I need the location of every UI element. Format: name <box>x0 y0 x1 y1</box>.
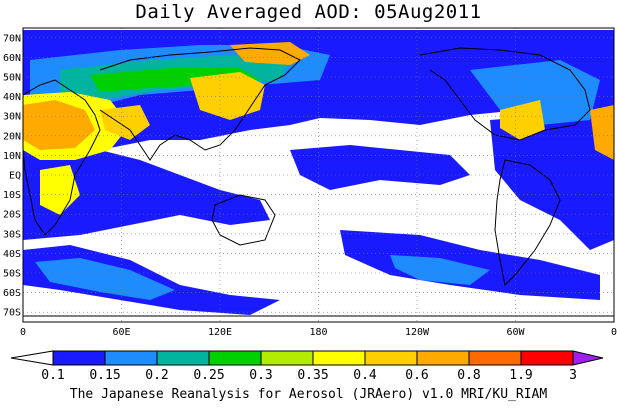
colorbar-arrow-low <box>10 350 54 366</box>
lon-label: 180 <box>309 327 327 338</box>
aod-field <box>23 30 614 315</box>
colorbar-label: 0.2 <box>145 368 168 383</box>
colorbar-swatch <box>312 350 366 366</box>
colorbar-swatch <box>520 350 574 366</box>
lon-label: 60E <box>112 327 130 338</box>
aod-orange-sahara <box>23 100 95 150</box>
coast-north-america <box>419 47 591 141</box>
coast-europe-africa <box>23 79 101 236</box>
colorbar-label: 0.1 <box>41 368 64 383</box>
lat-label: 60N <box>3 53 21 64</box>
coast-south-america <box>494 159 561 287</box>
colorbar-label: 0.35 <box>297 368 328 383</box>
colorbar-label: 0.4 <box>353 368 377 383</box>
lon-label: 120W <box>405 327 430 338</box>
lat-label: 20N <box>3 131 21 142</box>
colorbar-label: 1.9 <box>509 368 532 383</box>
colorbar-label: 0.8 <box>457 368 480 383</box>
colorbar-arrow-high <box>572 350 604 366</box>
colorbar-swatch <box>208 350 262 366</box>
aod-blue-tropics <box>23 150 270 240</box>
lat-label: 70S <box>3 308 21 319</box>
colorbar-swatch <box>260 350 314 366</box>
lat-label: 40S <box>3 249 21 260</box>
map-frame <box>22 27 615 323</box>
colorbar-labels: 0.1 0.15 0.2 0.25 0.3 0.35 0.4 0.6 0.8 1.9 3 <box>41 368 577 383</box>
aod-blue-pacific-patch <box>290 145 470 190</box>
lat-label: 30N <box>3 112 21 123</box>
credit-line: The Japanese Reanalysis for Aerosol (JRA… <box>69 387 548 402</box>
latitude-labels: 70N 60N 50N 40N 30N 20N 10N EQ 10S 20S 30S 40S 50S 60… <box>3 33 21 318</box>
lon-label: 120E <box>208 327 232 338</box>
lat-label: 20S <box>3 210 21 221</box>
lat-label: 50S <box>3 269 21 280</box>
colorbar <box>10 350 604 366</box>
colorbar-label: 0.6 <box>405 368 428 383</box>
colorbar-swatch <box>364 350 418 366</box>
aod-blue-atlantic <box>490 110 614 250</box>
longitude-labels: 0 60E 120E 180 120W 60W 0 <box>20 327 617 338</box>
colorbar-label: 0.3 <box>249 368 272 383</box>
aod-orange-atlantic <box>590 105 614 160</box>
colorbar-label: 0.25 <box>193 368 224 383</box>
colorbar-swatch <box>104 350 158 366</box>
aod-yellow-eastasia <box>190 72 265 120</box>
coast-asia <box>99 47 301 161</box>
colorbar-label: 0.15 <box>89 368 120 383</box>
coast-australia <box>211 194 276 246</box>
aod-lightblue-namerica <box>470 60 600 125</box>
aod-lightblue-spacific <box>390 255 490 285</box>
aod-green-asia <box>90 68 260 92</box>
colorbar-label: 3 <box>569 368 577 383</box>
colorbar-swatch <box>156 350 210 366</box>
lat-label: 60S <box>3 288 21 299</box>
gridlines <box>23 28 614 322</box>
aod-blue-south-pacific <box>340 230 600 300</box>
aod-yellow-india <box>100 105 150 140</box>
lat-label: 50N <box>3 73 21 84</box>
colorbar-swatch <box>416 350 470 366</box>
lat-label: 40N <box>3 92 21 103</box>
lat-label: 70N <box>3 33 21 44</box>
lon-label: 0 <box>611 327 617 338</box>
aod-lightblue-southern <box>35 258 175 300</box>
colorbar-swatch <box>52 350 106 366</box>
colorbar-swatch <box>468 350 522 366</box>
lat-label: EQ <box>9 171 21 182</box>
lon-label: 0 <box>20 327 26 338</box>
lat-label: 30S <box>3 229 21 240</box>
lon-label: 60W <box>506 327 525 338</box>
lat-label: 10S <box>3 190 21 201</box>
map-title: Daily Averaged AOD: 05Aug2011 <box>135 1 482 23</box>
aod-yellow-namerica <box>500 100 545 140</box>
lat-label: 10N <box>3 151 21 162</box>
aod-yellow-africa-south <box>40 165 80 215</box>
